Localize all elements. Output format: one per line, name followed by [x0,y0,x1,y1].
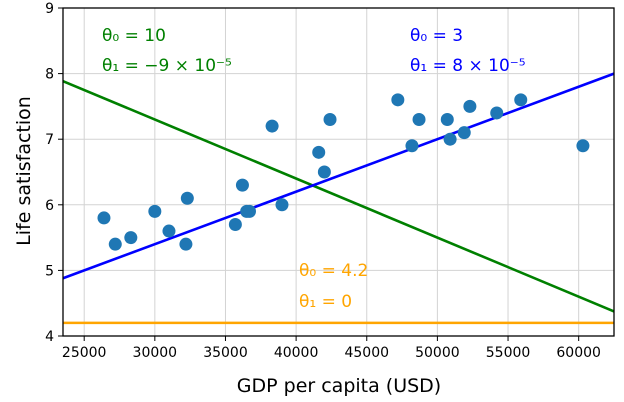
data-point [148,204,162,218]
data-point [242,204,256,218]
y-ticks: 4 5 6 7 8 9 [45,1,63,345]
data-point [228,217,242,231]
plot-frame [62,7,615,337]
x-tick-label: 50000 [415,345,460,361]
annotation-theta0: θ₀ = 10 [102,26,166,46]
data-point [312,145,326,159]
data-point [317,165,331,179]
data-point [514,93,528,107]
annotation-theta0: θ₀ = 4.2 [299,261,368,281]
data-point [391,93,405,107]
x-tick-label: 25000 [62,345,107,361]
y-tick-label: 9 [45,1,54,17]
data-point [235,178,249,192]
data-point [405,139,419,153]
data-point [576,139,590,153]
y-tick-label: 8 [45,67,54,83]
data-point [412,113,426,127]
data-point [179,237,193,251]
x-axis-label: GDP per capita (USD) [237,375,441,397]
regression-line [62,79,615,313]
data-point [108,237,122,251]
x-tick-label: 55000 [486,345,531,361]
y-tick-label: 5 [45,263,54,279]
annotation-theta1: θ₁ = −9 × 10⁻⁵ [102,56,232,76]
y-tick-label: 7 [45,132,54,148]
regression-lines [62,72,615,325]
data-point [323,113,337,127]
annotation-theta1: θ₁ = 8 × 10⁻⁵ [410,56,526,76]
data-point [440,113,454,127]
x-ticks: 25000 30000 35000 40000 45000 50000 55000 60000 [62,336,601,361]
x-tick-label: 35000 [203,345,248,361]
x-tick-label: 30000 [133,345,178,361]
line-annotations: θ₀ = 10 θ₁ = −9 × 10⁻⁵ θ₀ = 3 θ₁ = 8 × 10⁻⁵… [102,26,526,312]
y-tick-label: 6 [45,198,54,214]
x-tick-label: 45000 [344,345,389,361]
y-axis-label: Life satisfaction [13,96,35,246]
annotation-theta0: θ₀ = 3 [410,26,463,46]
data-point [457,126,471,140]
annotation-theta1: θ₁ = 0 [299,292,352,312]
data-points [97,93,590,251]
data-point [443,132,457,146]
data-point [490,106,504,120]
x-tick-label: 40000 [274,345,319,361]
data-point [97,211,111,225]
data-point [265,119,279,133]
y-tick-label: 4 [45,329,54,345]
data-point [275,198,289,212]
data-point [162,224,176,238]
data-point [124,231,138,245]
x-tick-label: 60000 [556,345,601,361]
data-point [463,99,477,113]
regression-line [62,72,615,280]
data-point [180,191,194,205]
